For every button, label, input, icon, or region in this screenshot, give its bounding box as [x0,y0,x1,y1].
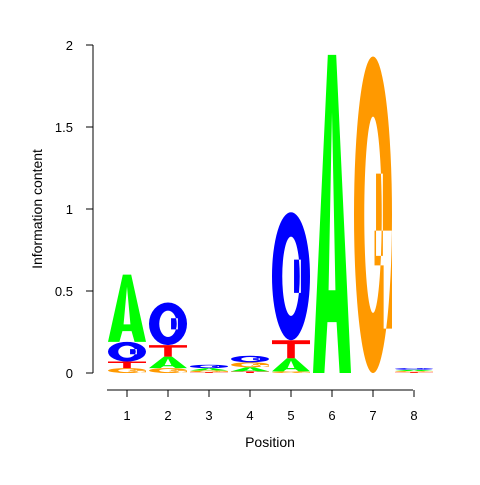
letter-stack-position-6 [313,54,351,374]
letter-G-position-8 [395,371,433,373]
letter-C-position-5 [272,212,310,341]
letter-G-position-5 [272,371,310,373]
letter-G-position-2 [149,368,188,374]
letter-stack-position-3 [190,364,228,373]
letter-G-position-1 [108,368,146,374]
x-axis-title: Position [245,434,295,450]
letter-stack-position-1 [108,274,146,374]
y-tick-label: 2 [66,38,73,53]
letter-A-position-6 [313,54,351,374]
letter-stack-position-5 [272,212,310,373]
x-axis: 1 2 3 4 5 6 7 8 [107,389,418,423]
letter-T-position-4 [231,371,269,373]
x-tick-label: 4 [246,408,253,423]
letter-A-position-8 [395,369,433,372]
letter-G-position-4 [231,362,269,368]
y-tick-label: 0 [66,366,73,381]
letter-A-position-3 [190,368,228,371]
letter-stack-position-2 [148,302,188,374]
y-tick-label: 1 [66,202,73,217]
letter-stacks [108,54,433,374]
letter-A-position-2 [149,356,187,369]
letter-stack-position-7 [354,56,392,373]
letter-A-position-1 [108,274,146,342]
x-tick-label: 6 [328,408,335,423]
letter-A-position-5 [272,358,310,372]
letter-T-position-5 [272,340,310,359]
letter-C-position-4 [231,355,269,363]
y-tick-label: 1.5 [55,120,73,135]
letter-T-position-8 [395,372,433,373]
letter-C-position-2 [148,302,188,346]
y-axis: 0 0.5 1 1.5 2 [55,38,94,381]
letter-C-position-1 [108,341,146,362]
letter-T-position-2 [149,345,187,357]
x-tick-label: 1 [123,408,130,423]
letter-T-position-1 [108,361,146,369]
x-tick-label: 3 [205,408,212,423]
letter-stack-position-4 [231,355,269,373]
letter-A-position-4 [231,367,269,372]
letter-C-position-3 [190,364,228,369]
letter-C-position-8 [395,368,433,370]
x-tick-label: 7 [369,408,376,423]
letter-T-position-3 [190,372,228,373]
letter-stack-position-8 [395,368,433,373]
y-tick-label: 0.5 [55,284,73,299]
letter-G-position-3 [190,370,228,373]
x-tick-label: 2 [164,408,171,423]
x-tick-label: 8 [410,408,417,423]
y-axis-title: Information content [29,149,45,269]
x-tick-label: 5 [287,408,294,423]
letter-G-position-7 [354,56,392,373]
